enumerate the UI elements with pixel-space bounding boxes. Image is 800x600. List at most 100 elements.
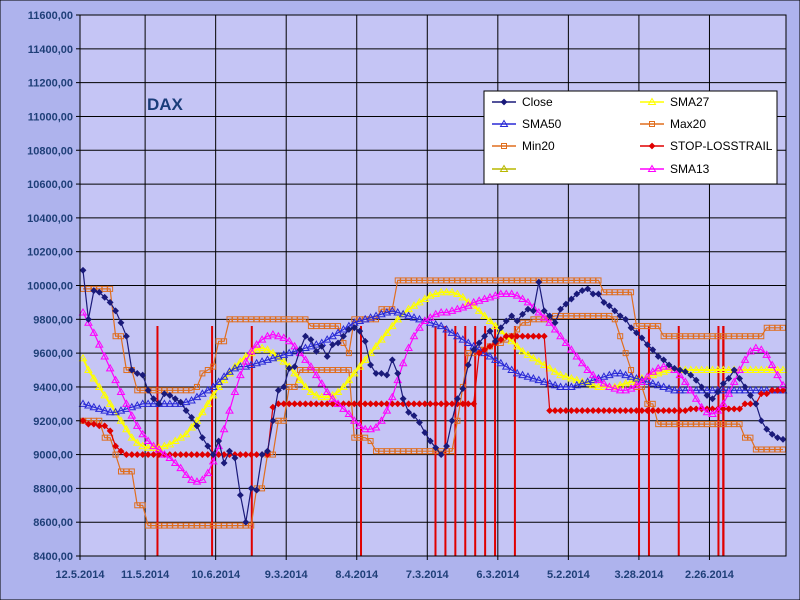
data-point: [546, 407, 554, 415]
data-point: [480, 311, 489, 319]
data-point: [567, 373, 576, 382]
data-point: [360, 355, 370, 363]
legend-entry: SMA27: [640, 95, 710, 109]
data-point: [333, 399, 343, 407]
data-point: [626, 372, 636, 380]
data-point: [328, 394, 337, 402]
data-point: [349, 368, 359, 377]
data-point: [259, 485, 266, 492]
data-point: [241, 357, 251, 365]
legend-entry: STOP-LOSSTRAIL: [640, 139, 773, 153]
data-point: [116, 406, 126, 414]
y-tick-label: 10600,00: [27, 179, 73, 191]
data-point: [741, 400, 749, 408]
data-point: [589, 290, 597, 298]
data-point: [268, 330, 278, 338]
data-point: [329, 341, 337, 349]
data-point: [106, 298, 114, 306]
data-point: [94, 404, 104, 412]
data-point: [280, 400, 288, 408]
data-point: [133, 369, 141, 377]
data-point: [730, 405, 738, 413]
data-point: [198, 451, 206, 458]
data-point: [453, 331, 462, 340]
data-point: [681, 368, 689, 376]
data-point: [431, 309, 441, 318]
data-point: [154, 444, 164, 453]
x-tick-label: 6.3.2014: [476, 569, 520, 581]
data-point: [356, 327, 364, 335]
data-point: [741, 383, 749, 391]
series-sma13: [78, 289, 788, 485]
data-point: [302, 316, 309, 323]
data-point: [323, 400, 331, 408]
data-point: [382, 328, 392, 336]
data-point: [475, 339, 483, 347]
data-point: [263, 331, 272, 340]
data-point: [333, 387, 343, 396]
data-point: [758, 333, 765, 340]
data-point: [345, 350, 352, 357]
data-point: [79, 417, 87, 425]
data-point: [182, 407, 190, 415]
data-point: [165, 453, 175, 461]
data-point: [649, 407, 657, 415]
data-point: [143, 443, 153, 451]
data-point: [345, 326, 353, 333]
y-axis-ticks: 8400,00 8600,00 8800,00 9000,00 9200,00 9400,…: [27, 10, 80, 563]
data-point: [231, 454, 239, 462]
data-point: [85, 315, 92, 323]
data-point: [176, 463, 186, 472]
data-point: [79, 266, 87, 274]
data-point: [572, 352, 582, 360]
data-point: [622, 315, 630, 323]
data-point: [486, 342, 494, 350]
data-point: [463, 297, 473, 306]
data-point: [604, 370, 614, 379]
data-point: [193, 451, 201, 458]
data-point: [160, 399, 169, 407]
data-point: [470, 346, 478, 354]
data-point: [139, 451, 147, 458]
data-point: [171, 395, 179, 403]
data-point: [149, 399, 158, 407]
data-point: [584, 285, 592, 293]
data-point: [181, 470, 191, 478]
data-point: [215, 451, 223, 458]
data-point: [480, 348, 489, 357]
data-point: [432, 444, 440, 452]
data-point: [160, 390, 168, 398]
data-point: [611, 316, 618, 323]
data-point: [611, 407, 619, 415]
data-point: [512, 368, 522, 377]
data-point: [193, 383, 200, 390]
data-point: [686, 385, 696, 394]
data-point: [307, 400, 315, 408]
data-point: [545, 363, 555, 372]
data-point: [735, 365, 744, 374]
data-point: [398, 358, 408, 367]
data-point: [257, 357, 267, 365]
data-point: [208, 390, 218, 399]
data-point: [458, 302, 468, 311]
data-point: [285, 364, 293, 372]
data-point: [718, 399, 728, 407]
data-point: [751, 385, 761, 394]
legend-label: STOP-LOSSTRAIL: [670, 139, 773, 153]
y-tick-label: 11200,00: [28, 78, 73, 90]
data-point: [416, 419, 423, 426]
data-point: [453, 304, 462, 313]
data-point: [393, 308, 403, 316]
data-point: [204, 367, 211, 374]
data-point: [443, 442, 450, 450]
data-point: [729, 377, 739, 385]
data-point: [85, 420, 92, 428]
data-point: [600, 407, 608, 415]
data-point: [155, 400, 163, 408]
data-point: [550, 380, 560, 389]
data-point: [442, 324, 451, 333]
data-point: [572, 380, 582, 389]
data-point: [355, 421, 365, 429]
data-point: [561, 372, 571, 380]
